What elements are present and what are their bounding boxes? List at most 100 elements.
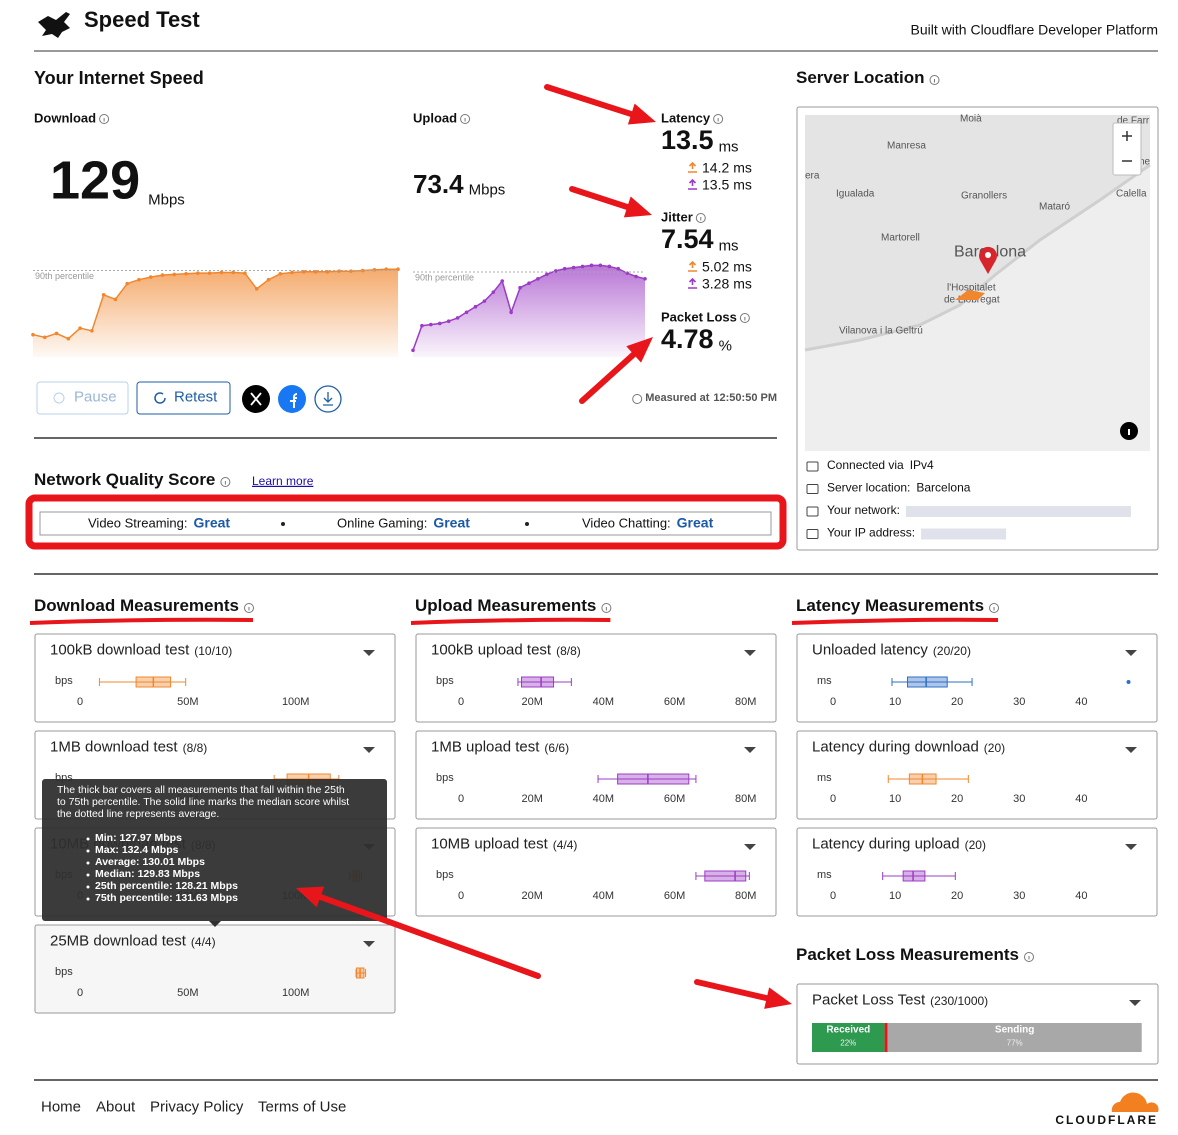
- test-panel[interactable]: [415, 827, 777, 917]
- annotation-arrow: [569, 186, 631, 210]
- box: [521, 676, 555, 688]
- down-icon: [688, 260, 697, 272]
- tick-label: 80M: [735, 696, 756, 708]
- test-count: (10/10): [194, 644, 232, 658]
- map-label: Mataró: [1039, 201, 1071, 212]
- point: [101, 292, 106, 297]
- point: [527, 281, 531, 286]
- tick-label: 20: [951, 793, 963, 805]
- test-panel[interactable]: [796, 827, 1158, 917]
- tick-label: 50M: [177, 696, 198, 708]
- learn-more-link[interactable]: Learn more: [252, 474, 314, 488]
- expand-icon: [744, 650, 756, 656]
- info-value: IPv4: [910, 458, 934, 472]
- point: [90, 328, 94, 333]
- tick-label: 80M: [735, 793, 756, 805]
- pause-icon: [53, 392, 65, 404]
- footer-link[interactable]: Privacy Policy: [150, 1098, 244, 1115]
- point: [464, 310, 469, 315]
- box: [907, 676, 948, 688]
- annotation-arrowhead: [623, 196, 652, 218]
- metric-label: Upload: [413, 111, 457, 126]
- download-value: 129: [50, 150, 140, 210]
- test-panel[interactable]: [796, 633, 1158, 723]
- info-row-icon: [806, 529, 819, 539]
- tick-label: 10: [889, 696, 901, 708]
- outlier: [1126, 680, 1131, 684]
- annotation-box: [25, 494, 787, 550]
- map-label: de Farr: [1117, 115, 1150, 126]
- tick-label: 40M: [593, 696, 614, 708]
- point: [437, 321, 442, 326]
- bullet: [86, 885, 90, 889]
- tooltip-text: The thick bar covers all measurements th…: [57, 784, 345, 796]
- point: [42, 335, 47, 340]
- zoom-control[interactable]: [1112, 122, 1142, 176]
- tooltip-text: the dotted line represents average.: [57, 808, 219, 820]
- footer-link[interactable]: Home: [41, 1098, 81, 1115]
- test-panel[interactable]: [415, 730, 777, 820]
- tick-label: 60M: [664, 793, 685, 805]
- footer-link[interactable]: Terms of Use: [258, 1098, 346, 1115]
- axis-unit: bps: [436, 869, 454, 881]
- point: [518, 285, 522, 290]
- tick-label: 30: [1013, 696, 1025, 708]
- area: [413, 265, 645, 357]
- tooltip-item: Median: 129.83 Mbps: [95, 868, 200, 880]
- redacted: [905, 506, 1131, 517]
- map-label: era: [805, 170, 820, 181]
- point: [137, 277, 141, 282]
- section-title: Network Quality Score: [34, 470, 215, 489]
- footer-link[interactable]: About: [96, 1098, 136, 1115]
- point: [349, 269, 353, 273]
- tooltip-item: 75th percentile: 131.63 Mbps: [95, 892, 238, 904]
- info-icon: [929, 75, 940, 85]
- test-count: (8/8): [183, 741, 208, 755]
- info-icon: [601, 603, 612, 613]
- segment-label: Sending: [995, 1024, 1034, 1035]
- segment-value: 77%: [1007, 1039, 1023, 1048]
- metric-label: Download: [34, 111, 96, 126]
- test-count: (20/20): [933, 644, 971, 658]
- map-label: Granollers: [961, 190, 1007, 201]
- point: [278, 271, 283, 276]
- axis-unit: ms: [817, 675, 832, 687]
- tick-label: 80M: [735, 890, 756, 902]
- point: [207, 271, 212, 275]
- logo: [38, 12, 70, 38]
- test-panel[interactable]: [796, 730, 1158, 820]
- unit: Mbps: [148, 191, 185, 208]
- test-name: 100kB download test: [50, 641, 190, 658]
- tooltip-item: Max: 132.4 Mbps: [95, 844, 179, 856]
- box: [617, 773, 690, 785]
- expand-icon: [1125, 650, 1137, 656]
- section-title: Latency Measurements: [796, 596, 984, 615]
- unit: ms: [733, 176, 752, 192]
- area: [33, 269, 398, 357]
- retest-button[interactable]: [136, 381, 231, 415]
- test-count: (20): [965, 838, 986, 852]
- tick-label: 40: [1075, 696, 1087, 708]
- info-icon: [739, 313, 750, 323]
- share-facebook[interactable]: [278, 385, 306, 413]
- point: [536, 276, 540, 281]
- annotation-arrow: [694, 979, 770, 1002]
- section-title: Upload Measurements: [415, 596, 596, 615]
- tooltip: [42, 779, 387, 921]
- point: [411, 348, 415, 353]
- expand-icon: [363, 650, 375, 656]
- unit: ms: [733, 159, 752, 175]
- tooltip-item: 25th percentile: 128.21 Mbps: [95, 880, 238, 892]
- info-icon: [244, 603, 254, 613]
- download-icon: [323, 392, 333, 406]
- expand-icon: [363, 747, 375, 753]
- test-panel[interactable]: [415, 633, 777, 723]
- test-count: (4/4): [553, 838, 578, 852]
- expand-icon: [744, 844, 756, 850]
- tick-label: 0: [77, 987, 83, 999]
- box: [902, 870, 926, 882]
- point: [337, 269, 341, 273]
- test-panel[interactable]: [34, 633, 396, 723]
- pause-button[interactable]: [36, 381, 129, 415]
